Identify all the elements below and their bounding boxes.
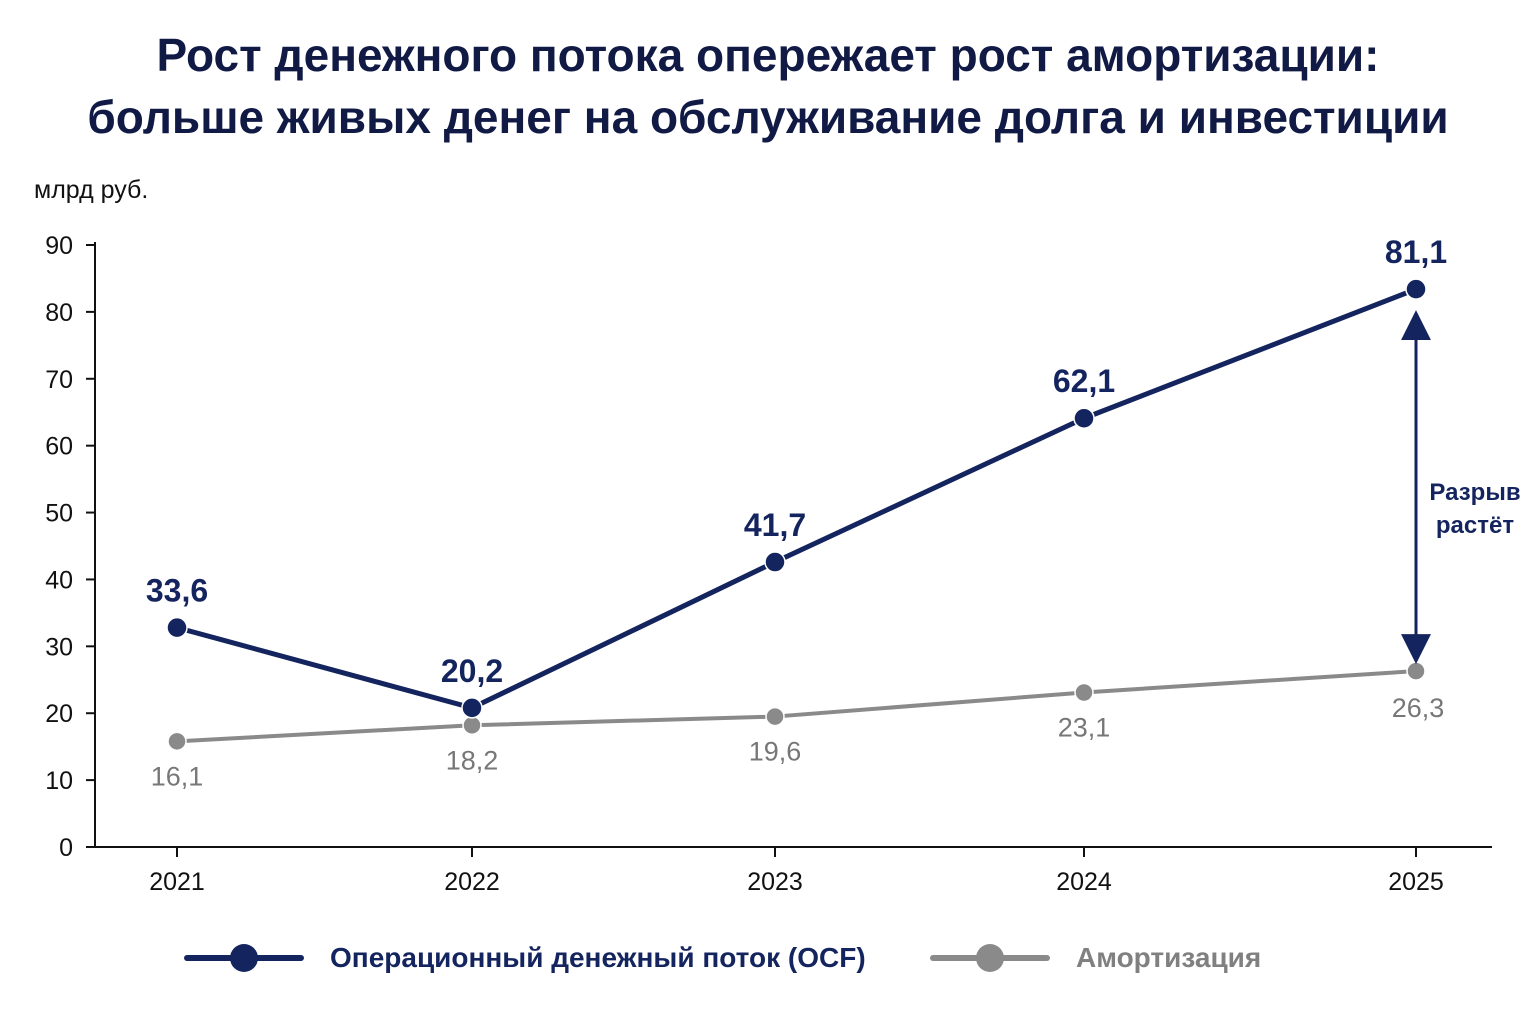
y-tick-label: 20 (45, 700, 73, 728)
legend-label-ocf: Операционный денежный поток (OCF) (330, 942, 866, 973)
amortization-data-label: 18,2 (446, 745, 499, 775)
y-tick-label: 60 (45, 433, 73, 461)
amortization-line (176, 669, 1417, 744)
legend-swatch-amortization (930, 938, 1050, 978)
chart-title-line-1: Рост денежного потока опережает рост амо… (156, 29, 1380, 81)
gap-annotation-line-2: растёт (1436, 512, 1514, 539)
ocf-data-label: 33,6 (146, 573, 208, 609)
amortization-data-label: 23,1 (1058, 712, 1111, 742)
y-tick-label: 30 (45, 633, 73, 661)
ocf-point (764, 551, 786, 573)
ocf-point (1073, 407, 1095, 429)
chart-title: Рост денежного потока опережает рост амо… (0, 24, 1536, 148)
amortization-point (1074, 682, 1094, 703)
gap-annotation-line-1: Разрыв (1429, 479, 1520, 506)
ocf-data-label: 41,7 (744, 507, 806, 543)
chart-title-line-2: больше живых денег на обслуживание долга… (87, 91, 1449, 143)
ocf-line (176, 286, 1417, 711)
ocf-data-label: 81,1 (1385, 234, 1447, 270)
legend-swatch-ocf (184, 938, 304, 978)
y-tick-label: 40 (45, 566, 73, 594)
x-tick-label: 2022 (444, 868, 500, 896)
ocf-data-label: 20,2 (441, 653, 503, 689)
amortization-point (462, 715, 482, 736)
y-tick-label: 80 (45, 299, 73, 327)
amortization-data-label: 19,6 (749, 737, 802, 767)
amortization-point (1406, 661, 1426, 681)
ocf-data-label: 62,1 (1053, 363, 1115, 399)
y-tick-label: 0 (59, 834, 73, 862)
x-tick-label: 2023 (747, 868, 803, 896)
x-tick-label: 2021 (149, 868, 205, 896)
x-tick-label: 2024 (1056, 868, 1112, 896)
y-tick-label: 70 (45, 366, 73, 394)
ocf-point (1405, 278, 1427, 300)
x-tick-label: 2025 (1388, 868, 1444, 896)
legend-label-amortization: Амортизация (1076, 942, 1262, 973)
ocf-point (461, 697, 483, 719)
legend-item-ocf: Операционный денежный поток (OCF) (184, 930, 866, 986)
y-tick-label: 10 (45, 767, 73, 795)
y-tick-label: 90 (45, 232, 73, 260)
line-chart: 0 10 20 30 40 50 60 70 80 90 2021 2022 2023 2024 2025 1… (45, 232, 1520, 896)
legend-item-amortization: Амортизация (930, 930, 1261, 986)
y-tick-label: 50 (45, 500, 73, 528)
amortization-point (765, 706, 785, 727)
ocf-point (166, 616, 188, 639)
y-axis-unit-label: млрд руб. (34, 176, 149, 204)
amortization-data-label: 26,3 (1392, 693, 1445, 723)
amortization-point (167, 731, 187, 752)
amortization-data-label: 16,1 (151, 761, 204, 791)
